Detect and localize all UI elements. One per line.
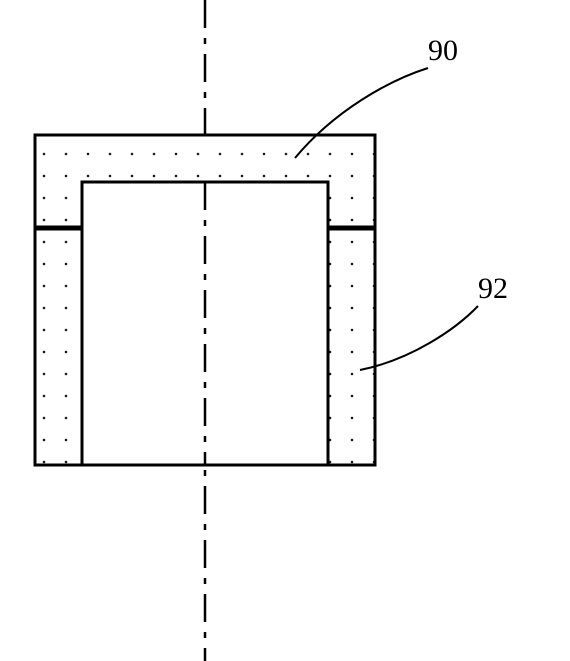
leader-1 <box>360 306 478 370</box>
label-1: 92 <box>478 272 508 305</box>
label-0: 90 <box>428 34 458 67</box>
